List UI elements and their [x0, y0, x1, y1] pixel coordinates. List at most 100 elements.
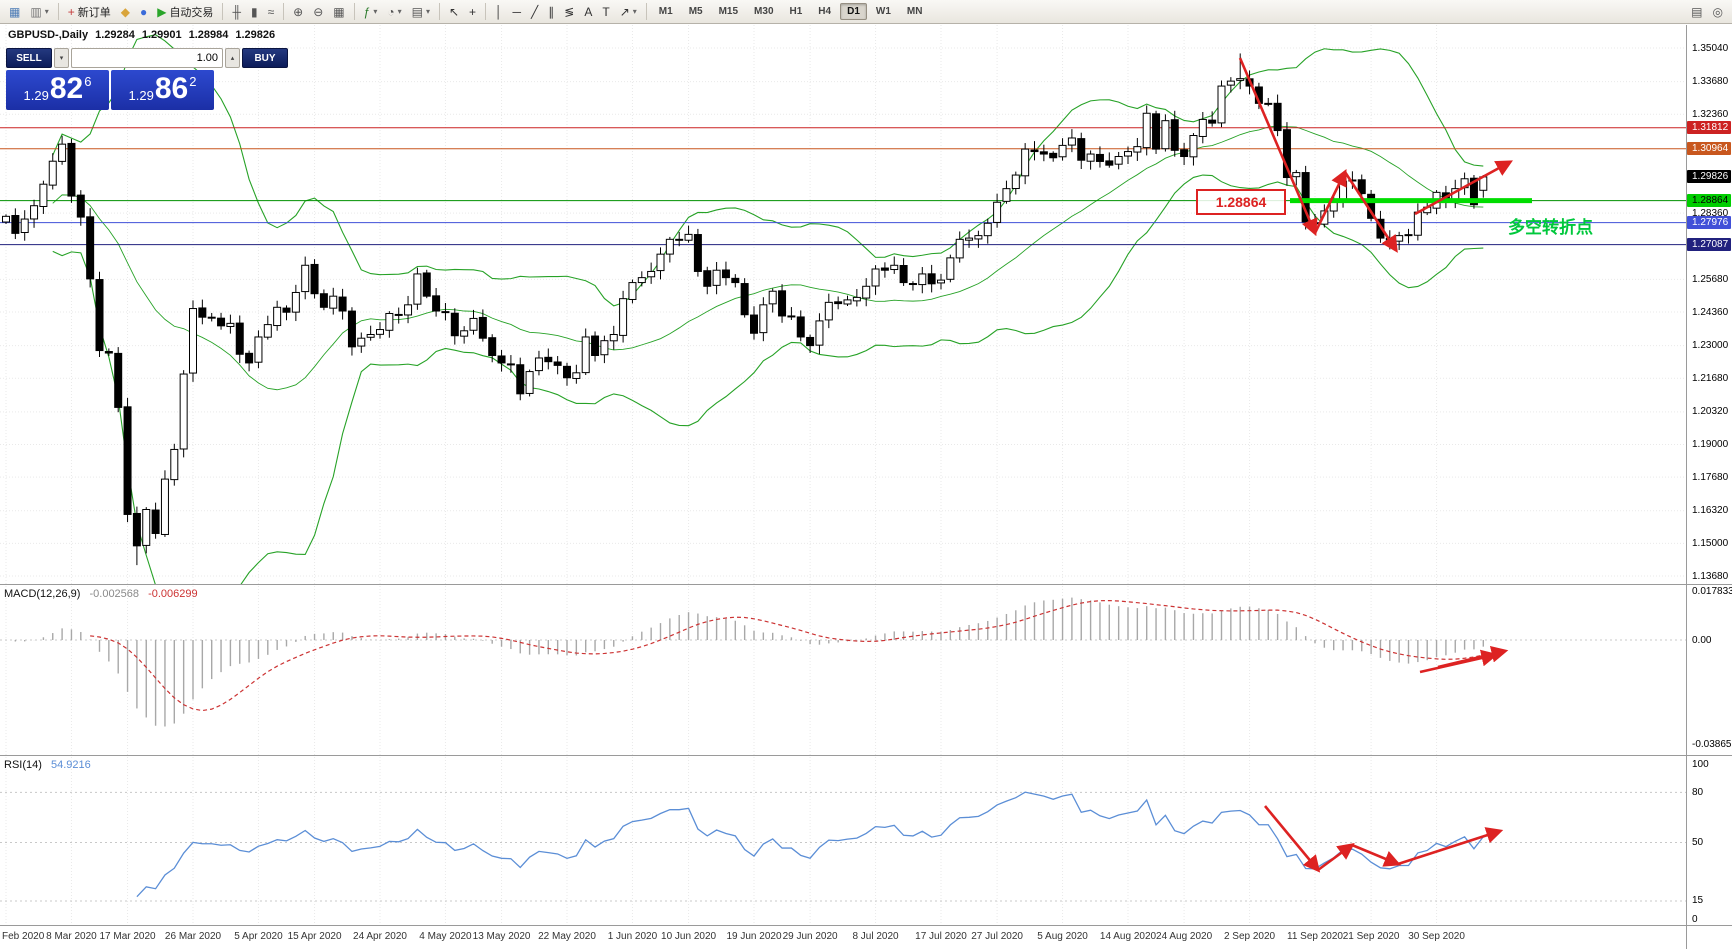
- macd-title: MACD(12,26,9): [4, 588, 81, 600]
- rsi-indicator-label: RSI(14) 54.9216: [4, 759, 91, 771]
- horizontal-level-lines[interactable]: [0, 127, 1686, 246]
- red-arrow: [1414, 160, 1513, 216]
- red-arrow: [1437, 645, 1509, 669]
- new-order-button-label: 新订单: [77, 6, 111, 19]
- toolbar-separator: [438, 3, 440, 20]
- date-axis[interactable]: Feb 2020 8 Mar 2020 17 Mar 2020 26 Mar 2020…: [0, 926, 1686, 949]
- buy-price-quote[interactable]: 1.29 86 2: [111, 70, 214, 110]
- macd-histogram: [0, 597, 1686, 727]
- macd-axis-tick: 0.00: [1692, 634, 1712, 646]
- trendline-button[interactable]: ╱: [526, 1, 543, 23]
- zoom-in-button[interactable]: ⊕: [288, 1, 308, 23]
- price-axis-level-label: 1.27087: [1687, 238, 1732, 252]
- macd-panel-separator[interactable]: [0, 584, 1732, 585]
- macd-indicator-label: MACD(12,26,9) -0.002568 -0.006299: [4, 588, 198, 600]
- sell-button[interactable]: SELL: [6, 48, 52, 68]
- profiles-button[interactable]: ▥ ▾: [25, 1, 53, 23]
- periods-icon: ◔: [387, 4, 395, 19]
- date-axis-label: 17 Mar 2020: [99, 931, 156, 942]
- price-axis-tick: 1.23000: [1692, 340, 1729, 352]
- trend-arrows[interactable]: [1238, 57, 1513, 873]
- open-value: 1.29284: [95, 29, 135, 41]
- crosshair-icon: +: [469, 4, 477, 19]
- timeframe-button-d1[interactable]: D1: [840, 3, 867, 20]
- date-axis-label: 1 Jun 2020: [607, 931, 658, 942]
- vertical-line-button[interactable]: │: [490, 1, 508, 23]
- date-axis-label: 22 May 2020: [538, 931, 596, 942]
- profiles-icon: ▥: [30, 4, 42, 19]
- date-axis-label: 19 Jun 2020: [726, 931, 782, 942]
- buy-button[interactable]: BUY: [242, 48, 288, 68]
- label-icon: T: [602, 4, 610, 19]
- vertical-line-icon: │: [495, 4, 503, 19]
- volume-decrease-button[interactable]: ▾: [54, 48, 69, 68]
- macd-main-value: -0.002568: [89, 588, 140, 600]
- timeframe-button-m1[interactable]: M1: [658, 6, 673, 17]
- sell-price-quote[interactable]: 1.29 82 6: [6, 70, 109, 110]
- date-axis-label: 10 Jun 2020: [661, 931, 717, 942]
- price-level-callout[interactable]: 1.28864: [1196, 189, 1286, 215]
- candlestick-chart-button[interactable]: ▮: [246, 1, 263, 23]
- line-chart-button[interactable]: ≈: [263, 1, 280, 23]
- turning-point-note[interactable]: 多空转折点: [1508, 218, 1593, 237]
- trendline-icon: ╱: [531, 4, 539, 19]
- timeframe-button-w1[interactable]: W1: [875, 6, 891, 17]
- date-axis-label: 30 Sep 2020: [1408, 931, 1465, 942]
- date-axis-label: 24 Aug 2020: [1156, 931, 1213, 942]
- periods-button[interactable]: ◔ ▾: [382, 1, 406, 23]
- rsi-panel-separator[interactable]: [0, 755, 1732, 756]
- timeframe-button-m30[interactable]: M30: [754, 6, 774, 17]
- timeframe-button-m5[interactable]: M5: [688, 6, 703, 17]
- tile-windows-button[interactable]: ▦: [328, 1, 349, 23]
- search-button[interactable]: ◎: [1708, 1, 1728, 23]
- bar-chart-button[interactable]: ╫: [227, 1, 246, 23]
- rsi-axis-tick: 100: [1692, 758, 1709, 770]
- market-button[interactable]: ●: [135, 1, 152, 23]
- timeframe-button-m15[interactable]: M15: [718, 6, 739, 17]
- price-axis[interactable]: 1.35040 1.33680 1.32360 1.31812 1.30964 1.298…: [1686, 25, 1732, 949]
- volume-increase-button[interactable]: ▴: [225, 48, 240, 68]
- new-chart-button[interactable]: ▦: [4, 1, 25, 23]
- horizontal-line-icon: ─: [512, 4, 522, 19]
- rsi-axis-tick: 80: [1692, 786, 1704, 798]
- channel-button[interactable]: ∥: [543, 1, 559, 23]
- chevron-down-icon: ▾: [44, 7, 49, 16]
- price-axis-tick: 1.33680: [1692, 76, 1729, 88]
- label-button[interactable]: T: [597, 1, 614, 23]
- toolbar-separator: [353, 3, 355, 20]
- red-arrow: [1238, 57, 1318, 237]
- text-button[interactable]: A: [579, 1, 597, 23]
- templates-button[interactable]: ▤ ▾: [407, 1, 435, 23]
- new-order-button[interactable]: + 新订单: [63, 1, 116, 23]
- volume-input[interactable]: [71, 48, 223, 68]
- toolbar-separator: [645, 3, 647, 20]
- red-arrow: [1313, 168, 1347, 234]
- bollinger-bands: [52, 34, 1484, 584]
- indicators-button[interactable]: ƒ ▾: [359, 1, 383, 23]
- cursor-button[interactable]: ↖: [444, 1, 464, 23]
- horizontal-line-button[interactable]: ─: [508, 1, 527, 23]
- timeframe-button-mn[interactable]: MN: [906, 6, 923, 17]
- high-value: 1.29901: [141, 29, 182, 41]
- date-axis-label: 11 Sep 2020: [1287, 931, 1343, 942]
- toolbar-separator: [283, 3, 285, 20]
- autotrading-button[interactable]: ▶ 自动交易: [152, 1, 218, 23]
- templates-icon: ▤: [411, 4, 423, 19]
- low-value: 1.28984: [188, 29, 229, 41]
- date-axis-label: 5 Aug 2020: [1037, 931, 1088, 942]
- toolbar-separator: [485, 3, 487, 20]
- price-axis-tick: 1.32360: [1692, 108, 1729, 120]
- rsi-title: RSI(14): [4, 759, 42, 771]
- zoom-out-button[interactable]: ⊖: [308, 1, 328, 23]
- price-axis-tick: 1.21680: [1692, 372, 1729, 384]
- metaeditor-button[interactable]: ◆: [116, 1, 135, 23]
- arrows-button[interactable]: ↗ ▾: [615, 1, 642, 23]
- grid: [0, 25, 1686, 926]
- crosshair-button[interactable]: +: [464, 1, 481, 23]
- buy-price-pip: 2: [189, 74, 197, 89]
- timeframe-button-h4[interactable]: H4: [818, 6, 832, 17]
- timeframe-button-h1[interactable]: H1: [789, 6, 803, 17]
- fibonacci-button[interactable]: ≶: [559, 1, 579, 23]
- data-window-button[interactable]: ▤: [1686, 1, 1707, 23]
